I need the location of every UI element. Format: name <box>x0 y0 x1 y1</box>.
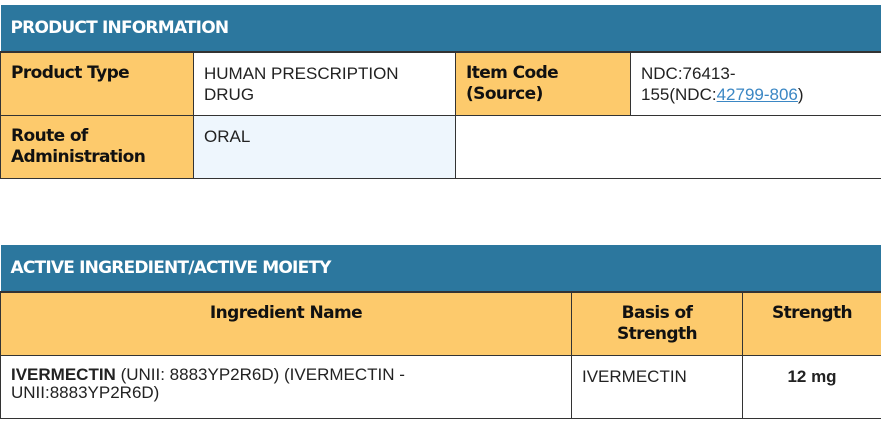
header-ingredient-name: Ingredient Name <box>0 291 572 356</box>
item-code-label-text: Item Code (Source) <box>466 63 559 104</box>
ingredient-name-bold: IVERMECTIN <box>11 365 116 384</box>
basis-of-strength: IVERMECTIN <box>571 355 743 419</box>
strength: 12 mg <box>741 355 881 419</box>
empty-cell <box>454 115 881 179</box>
item-code-value: NDC:76413-155(NDC:42799-806) <box>629 51 881 116</box>
item-code-suffix: ) <box>797 85 804 104</box>
header-basis-text: Basis of Strength <box>617 303 698 344</box>
item-code-label: Item Code (Source) <box>455 51 631 116</box>
ingredient-name-detail: (UNII: 8883YP2R6D) (IVERMECTIN - UNII:88… <box>11 365 405 402</box>
product-information-table: PRODUCT INFORMATION Product Type HUMAN P… <box>0 5 881 179</box>
route-label: Route of Administration <box>0 115 194 179</box>
table-row: IVERMECTIN (UNII: 8883YP2R6D) (IVERMECTI… <box>0 355 881 419</box>
product-type-value: HUMAN PRESCRIPTION DRUG <box>193 51 456 116</box>
section-title: PRODUCT INFORMATION <box>0 5 881 53</box>
route-value: ORAL <box>193 115 456 179</box>
active-ingredient-table: ACTIVE INGREDIENT/ACTIVE MOIETY Ingredie… <box>0 245 881 419</box>
header-basis-of-strength: Basis of Strength <box>571 291 743 356</box>
section-title: ACTIVE INGREDIENT/ACTIVE MOIETY <box>0 245 881 293</box>
header-strength: Strength <box>741 291 881 356</box>
item-code-prefix: NDC:76413-155(NDC: <box>641 64 736 104</box>
product-type-label: Product Type <box>0 51 194 116</box>
ndc-link[interactable]: 42799-806 <box>716 85 798 104</box>
ingredient-name: IVERMECTIN (UNII: 8883YP2R6D) (IVERMECTI… <box>0 355 572 419</box>
